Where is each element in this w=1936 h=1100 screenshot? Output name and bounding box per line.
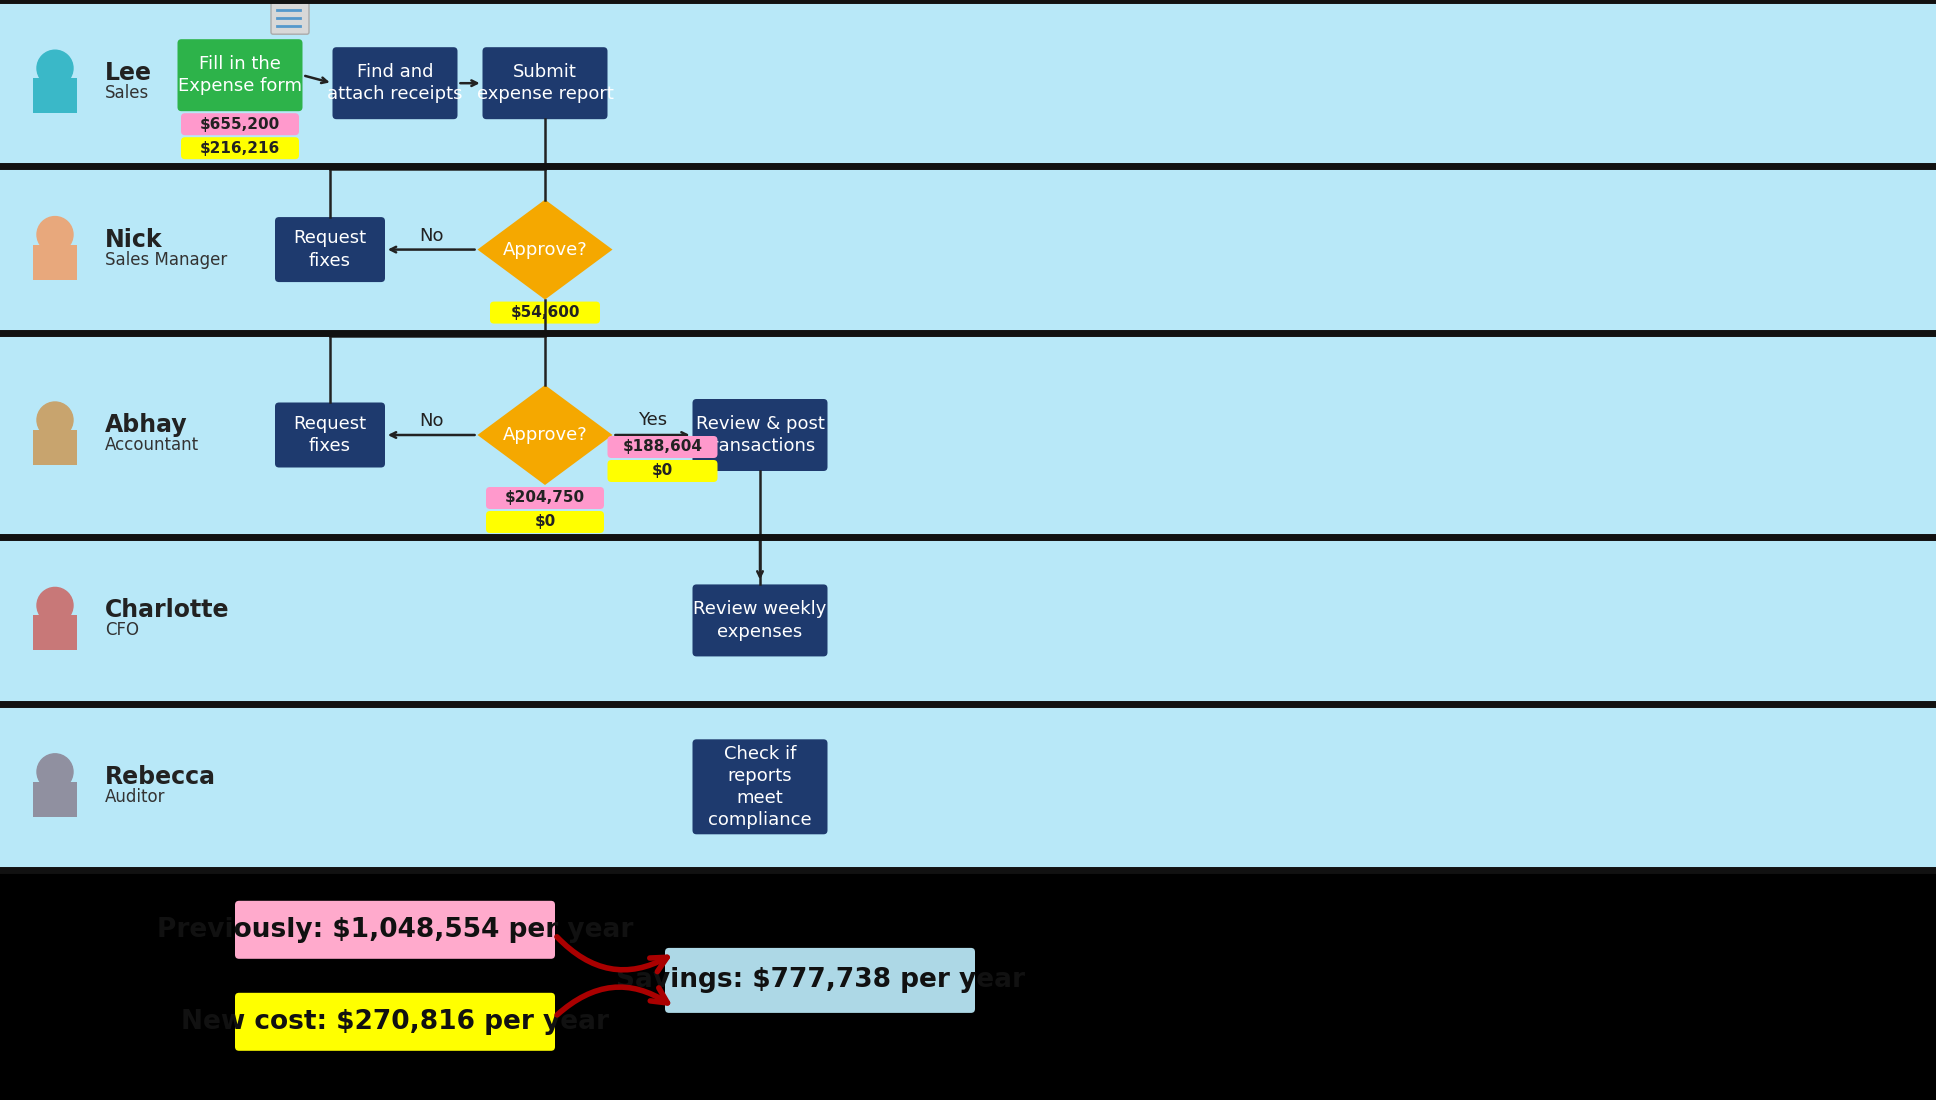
Circle shape <box>37 51 74 86</box>
FancyBboxPatch shape <box>693 399 827 471</box>
FancyBboxPatch shape <box>271 0 310 34</box>
Text: $204,750: $204,750 <box>505 491 585 506</box>
Text: No: No <box>418 227 443 244</box>
FancyBboxPatch shape <box>486 512 604 534</box>
Bar <box>33 78 77 113</box>
FancyBboxPatch shape <box>608 460 718 482</box>
Circle shape <box>37 217 74 253</box>
Bar <box>0 0 1936 166</box>
Text: Lee: Lee <box>105 62 153 85</box>
FancyBboxPatch shape <box>486 487 604 509</box>
Text: $54,600: $54,600 <box>511 305 579 320</box>
Circle shape <box>37 587 74 624</box>
Text: Request
fixes: Request fixes <box>294 415 366 455</box>
Text: Auditor: Auditor <box>105 788 165 806</box>
Text: Savings: $777,738 per year: Savings: $777,738 per year <box>616 967 1024 993</box>
Bar <box>0 537 1936 704</box>
Text: Request
fixes: Request fixes <box>294 230 366 270</box>
Text: Review weekly
expenses: Review weekly expenses <box>693 601 827 640</box>
FancyBboxPatch shape <box>664 948 976 1013</box>
FancyBboxPatch shape <box>693 739 827 834</box>
Polygon shape <box>478 199 612 299</box>
FancyBboxPatch shape <box>333 47 457 119</box>
Text: Approve?: Approve? <box>503 241 587 258</box>
Polygon shape <box>478 385 612 485</box>
Bar <box>0 870 1936 1100</box>
Text: $655,200: $655,200 <box>199 117 281 132</box>
Text: Review & post
transactions: Review & post transactions <box>695 415 825 455</box>
Circle shape <box>37 402 74 438</box>
Bar <box>33 244 77 279</box>
FancyBboxPatch shape <box>275 217 385 282</box>
Text: $0: $0 <box>534 515 556 529</box>
Bar <box>0 166 1936 333</box>
Text: Submit
expense report: Submit expense report <box>476 63 614 103</box>
Text: Sales: Sales <box>105 85 149 102</box>
Bar <box>33 782 77 817</box>
FancyArrowPatch shape <box>558 937 668 971</box>
Text: No: No <box>418 412 443 430</box>
FancyBboxPatch shape <box>275 403 385 467</box>
FancyBboxPatch shape <box>608 436 718 458</box>
Bar <box>0 333 1936 537</box>
Bar <box>33 615 77 650</box>
Text: Find and
attach receipts: Find and attach receipts <box>327 63 463 103</box>
FancyBboxPatch shape <box>234 901 556 959</box>
Bar <box>33 430 77 465</box>
Circle shape <box>37 754 74 790</box>
Text: CFO: CFO <box>105 621 139 639</box>
Text: $0: $0 <box>652 463 674 478</box>
Text: Abhay: Abhay <box>105 412 188 437</box>
Text: Charlotte: Charlotte <box>105 598 230 623</box>
Text: Sales Manager: Sales Manager <box>105 251 227 268</box>
Text: Check if
reports
meet
compliance: Check if reports meet compliance <box>709 745 811 829</box>
Text: Fill in the
Expense form: Fill in the Expense form <box>178 55 302 96</box>
FancyBboxPatch shape <box>490 301 600 323</box>
Text: Yes: Yes <box>639 411 668 429</box>
FancyBboxPatch shape <box>482 47 608 119</box>
Text: Rebecca: Rebecca <box>105 764 217 789</box>
Text: Accountant: Accountant <box>105 436 199 454</box>
Text: Approve?: Approve? <box>503 426 587 444</box>
Bar <box>0 704 1936 870</box>
FancyBboxPatch shape <box>693 584 827 657</box>
FancyBboxPatch shape <box>180 138 298 160</box>
Text: Nick: Nick <box>105 228 163 252</box>
FancyBboxPatch shape <box>234 993 556 1050</box>
FancyBboxPatch shape <box>178 40 302 111</box>
Text: New cost: $270,816 per year: New cost: $270,816 per year <box>180 1009 610 1035</box>
Text: $188,604: $188,604 <box>623 440 703 454</box>
FancyBboxPatch shape <box>180 113 298 135</box>
FancyArrowPatch shape <box>558 987 668 1015</box>
Text: Previously: $1,048,554 per year: Previously: $1,048,554 per year <box>157 916 633 943</box>
Text: $216,216: $216,216 <box>199 141 281 156</box>
